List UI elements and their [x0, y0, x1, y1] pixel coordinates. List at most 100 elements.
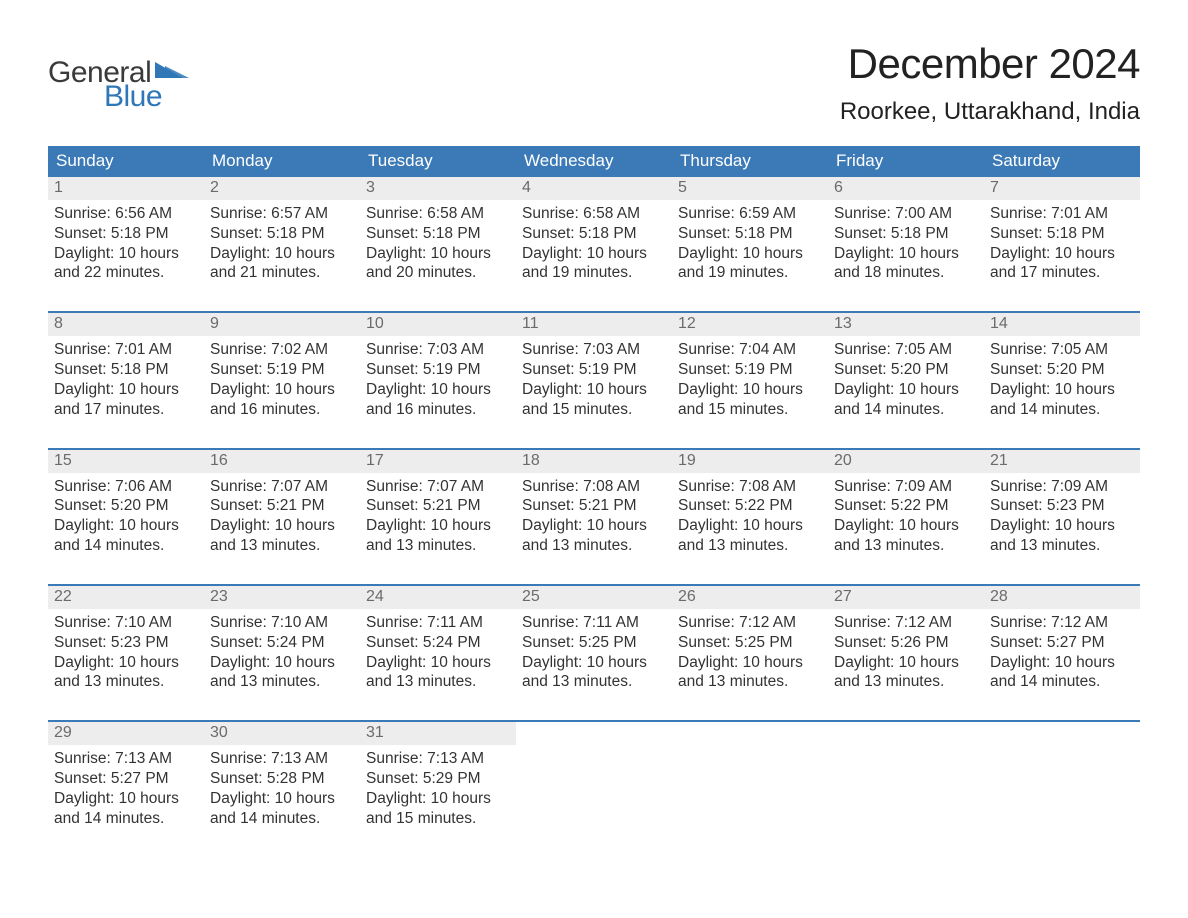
location-text: Roorkee, Uttarakhand, India: [840, 98, 1140, 126]
day-number: 1: [54, 179, 63, 196]
day-daylight2: and 15 minutes.: [522, 400, 666, 420]
day-body: Sunrise: 6:57 AMSunset: 5:18 PMDaylight:…: [204, 200, 360, 293]
day-daylight2: and 13 minutes.: [834, 672, 978, 692]
day-body: Sunrise: 6:59 AMSunset: 5:18 PMDaylight:…: [672, 200, 828, 293]
day-sunrise: Sunrise: 7:09 AM: [834, 477, 978, 497]
day-daylight2: and 16 minutes.: [366, 400, 510, 420]
calendar-day-cell: 8Sunrise: 7:01 AMSunset: 5:18 PMDaylight…: [48, 313, 204, 429]
day-daylight1: Daylight: 10 hours: [678, 653, 822, 673]
day-sunset: Sunset: 5:20 PM: [54, 496, 198, 516]
calendar-day-cell: 30Sunrise: 7:13 AMSunset: 5:28 PMDayligh…: [204, 722, 360, 838]
day-daylight2: and 13 minutes.: [834, 536, 978, 556]
day-body: Sunrise: 7:05 AMSunset: 5:20 PMDaylight:…: [984, 336, 1140, 429]
day-number-row: 26: [672, 586, 828, 609]
calendar-day-cell: [984, 722, 1140, 838]
calendar-week-row: 29Sunrise: 7:13 AMSunset: 5:27 PMDayligh…: [48, 720, 1140, 838]
day-number: 14: [990, 315, 1008, 332]
day-sunrise: Sunrise: 7:12 AM: [678, 613, 822, 633]
day-sunset: Sunset: 5:18 PM: [54, 224, 198, 244]
day-body: Sunrise: 7:13 AMSunset: 5:27 PMDaylight:…: [48, 745, 204, 838]
day-number-row: 1: [48, 177, 204, 200]
day-number-row: 23: [204, 586, 360, 609]
day-sunrise: Sunrise: 7:07 AM: [210, 477, 354, 497]
brand-logo: General Blue: [48, 40, 189, 112]
day-daylight1: Daylight: 10 hours: [54, 653, 198, 673]
calendar-week-row: 22Sunrise: 7:10 AMSunset: 5:23 PMDayligh…: [48, 584, 1140, 702]
day-daylight1: Daylight: 10 hours: [366, 516, 510, 536]
day-sunrise: Sunrise: 7:10 AM: [54, 613, 198, 633]
day-daylight1: Daylight: 10 hours: [990, 244, 1134, 264]
day-number-row: 15: [48, 450, 204, 473]
day-body: Sunrise: 7:02 AMSunset: 5:19 PMDaylight:…: [204, 336, 360, 429]
weekday-header-cell: Sunday: [48, 146, 204, 177]
day-number-row: 10: [360, 313, 516, 336]
day-sunrise: Sunrise: 6:58 AM: [522, 204, 666, 224]
day-number-row: 8: [48, 313, 204, 336]
calendar-day-cell: [828, 722, 984, 838]
day-daylight1: Daylight: 10 hours: [990, 516, 1134, 536]
day-sunset: Sunset: 5:26 PM: [834, 633, 978, 653]
day-sunrise: Sunrise: 7:06 AM: [54, 477, 198, 497]
day-number: 12: [678, 315, 696, 332]
day-sunrise: Sunrise: 7:11 AM: [366, 613, 510, 633]
day-sunrise: Sunrise: 7:13 AM: [210, 749, 354, 769]
calendar-week-row: 8Sunrise: 7:01 AMSunset: 5:18 PMDaylight…: [48, 311, 1140, 429]
day-sunrise: Sunrise: 7:00 AM: [834, 204, 978, 224]
day-number-row: 7: [984, 177, 1140, 200]
day-number-row: 13: [828, 313, 984, 336]
day-sunset: Sunset: 5:25 PM: [522, 633, 666, 653]
day-daylight2: and 14 minutes.: [834, 400, 978, 420]
day-number: 8: [54, 315, 63, 332]
day-sunrise: Sunrise: 7:08 AM: [522, 477, 666, 497]
day-number-row: 12: [672, 313, 828, 336]
day-body: Sunrise: 6:58 AMSunset: 5:18 PMDaylight:…: [516, 200, 672, 293]
day-number-row: 30: [204, 722, 360, 745]
day-sunrise: Sunrise: 6:59 AM: [678, 204, 822, 224]
day-daylight1: Daylight: 10 hours: [210, 653, 354, 673]
day-sunset: Sunset: 5:18 PM: [210, 224, 354, 244]
title-block: December 2024 Roorkee, Uttarakhand, Indi…: [840, 40, 1140, 140]
page-title: December 2024: [840, 40, 1140, 88]
day-daylight1: Daylight: 10 hours: [210, 380, 354, 400]
calendar-day-cell: 23 Sunrise: 7:10 AMSunset: 5:24 PMDayligh…: [204, 586, 360, 702]
day-number: 23: [210, 588, 228, 605]
day-number-row: 17: [360, 450, 516, 473]
day-daylight1: Daylight: 10 hours: [366, 789, 510, 809]
day-sunset: Sunset: 5:27 PM: [54, 769, 198, 789]
day-number: 17: [366, 452, 384, 469]
day-daylight1: Daylight: 10 hours: [834, 380, 978, 400]
day-sunset: Sunset: 5:19 PM: [210, 360, 354, 380]
day-daylight1: Daylight: 10 hours: [990, 653, 1134, 673]
day-sunset: Sunset: 5:27 PM: [990, 633, 1134, 653]
day-daylight1: Daylight: 10 hours: [834, 653, 978, 673]
day-sunrise: Sunrise: 7:10 AM: [210, 613, 354, 633]
day-sunrise: Sunrise: 7:05 AM: [834, 340, 978, 360]
day-sunset: Sunset: 5:18 PM: [522, 224, 666, 244]
weekday-header-row: SundayMondayTuesdayWednesdayThursdayFrid…: [48, 146, 1140, 177]
day-number: 29: [54, 724, 72, 741]
day-daylight2: and 17 minutes.: [990, 263, 1134, 283]
day-body: Sunrise: 7:10 AMSunset: 5:24 PMDaylight:…: [204, 609, 360, 702]
day-sunset: Sunset: 5:21 PM: [210, 496, 354, 516]
day-number: 6: [834, 179, 843, 196]
day-body: Sunrise: 7:08 AMSunset: 5:22 PMDaylight:…: [672, 473, 828, 566]
day-sunset: Sunset: 5:19 PM: [678, 360, 822, 380]
day-sunrise: Sunrise: 6:56 AM: [54, 204, 198, 224]
day-daylight2: and 16 minutes.: [210, 400, 354, 420]
calendar-day-cell: 14 Sunrise: 7:05 AMSunset: 5:20 PMDayligh…: [984, 313, 1140, 429]
day-number-row: 19: [672, 450, 828, 473]
day-daylight2: and 21 minutes.: [210, 263, 354, 283]
calendar-day-cell: 20Sunrise: 7:09 AMSunset: 5:22 PMDayligh…: [828, 450, 984, 566]
day-number-row: 22: [48, 586, 204, 609]
day-daylight2: and 15 minutes.: [366, 809, 510, 829]
day-number: 2: [210, 179, 219, 196]
weekday-header-cell: Tuesday: [360, 146, 516, 177]
day-number-row: 3: [360, 177, 516, 200]
calendar-day-cell: 12Sunrise: 7:04 AMSunset: 5:19 PMDayligh…: [672, 313, 828, 429]
day-daylight1: Daylight: 10 hours: [54, 380, 198, 400]
day-daylight1: Daylight: 10 hours: [678, 244, 822, 264]
day-number-row: 25: [516, 586, 672, 609]
day-number: 21: [990, 452, 1008, 469]
day-number: 3: [366, 179, 375, 196]
day-body: Sunrise: 7:03 AMSunset: 5:19 PMDaylight:…: [516, 336, 672, 429]
